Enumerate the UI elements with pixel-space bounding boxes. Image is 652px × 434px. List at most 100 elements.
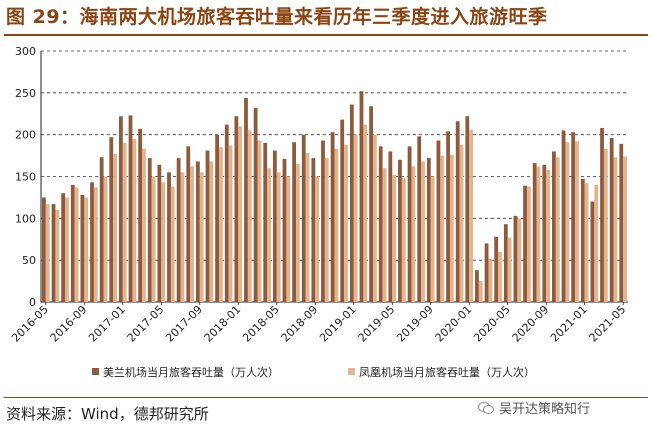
- bar-meilan: [90, 182, 94, 302]
- bar-meilan: [407, 146, 412, 302]
- bar-fenghuang: [488, 258, 493, 302]
- y-tick-label: 100: [15, 212, 36, 225]
- bar-fenghuang: [421, 161, 425, 302]
- bar-fenghuang: [594, 184, 599, 302]
- bar-fenghuang: [190, 166, 194, 302]
- bar-fenghuang: [296, 163, 300, 302]
- bar-fenghuang: [324, 158, 329, 302]
- bar-meilan: [244, 97, 248, 302]
- bar-fenghuang: [305, 153, 310, 302]
- bar-meilan: [494, 236, 499, 302]
- x-tick-label: 2019-01: [317, 303, 359, 345]
- bar-fenghuang: [498, 251, 502, 302]
- bar-fenghuang: [180, 172, 185, 302]
- bar-fenghuang: [161, 182, 166, 302]
- bar-fenghuang: [478, 281, 483, 302]
- y-tick-label: 50: [22, 254, 36, 267]
- bar-meilan: [369, 106, 373, 302]
- bar-meilan: [128, 115, 133, 302]
- watermark-text: 吴开达策略知行: [499, 402, 591, 417]
- bar-fenghuang: [430, 176, 435, 302]
- bar-meilan: [215, 134, 220, 302]
- bar-meilan: [138, 128, 143, 302]
- x-tick-label: 2018-05: [240, 303, 282, 345]
- bar-fenghuang: [142, 148, 146, 302]
- bar-fenghuang: [55, 209, 60, 302]
- x-tick-label: 2021-01: [548, 303, 590, 345]
- x-tick-label: 2020-09: [510, 303, 552, 345]
- bar-fenghuang: [257, 140, 262, 302]
- bar-meilan: [475, 270, 479, 302]
- bar-meilan: [176, 158, 181, 302]
- bar-meilan: [503, 224, 508, 302]
- figure-title: 图 29：海南两大机场旅客吞吐量来看历年三季度进入旅游旺季: [6, 6, 548, 28]
- bar-fenghuang: [565, 142, 570, 302]
- bar-fenghuang: [536, 166, 541, 302]
- bar-fenghuang: [199, 172, 204, 302]
- bar-meilan: [532, 163, 537, 302]
- bar-meilan: [580, 179, 585, 302]
- bar-meilan: [513, 215, 518, 302]
- x-tick-label: 2016-09: [48, 303, 90, 345]
- x-tick-label: 2019-05: [356, 303, 398, 345]
- x-tick-label: 2018-01: [202, 303, 244, 345]
- bar-meilan: [426, 158, 431, 302]
- bar-meilan: [398, 159, 402, 302]
- bar-fenghuang: [276, 172, 281, 302]
- bar-meilan: [590, 201, 595, 302]
- bar-fenghuang: [84, 197, 89, 302]
- bar-fenghuang: [238, 126, 243, 302]
- bar-fenghuang: [334, 148, 339, 302]
- bar-fenghuang: [315, 176, 320, 302]
- bar-meilan: [272, 150, 277, 302]
- bar-fenghuang: [555, 157, 560, 302]
- bar-meilan: [311, 158, 316, 302]
- legend-swatch: [92, 368, 99, 375]
- bar-meilan: [552, 151, 556, 302]
- x-tick-label: 2017-01: [86, 303, 128, 345]
- bar-fenghuang: [132, 138, 137, 302]
- bar-meilan: [359, 91, 364, 302]
- bar-meilan: [600, 127, 604, 302]
- bar-fenghuang: [363, 124, 368, 302]
- bar-meilan: [484, 243, 489, 302]
- bar-meilan: [321, 140, 325, 302]
- source-note: 资料来源：Wind，德邦研究所: [6, 405, 209, 423]
- x-tick-label: 2016-05: [9, 303, 51, 345]
- bar-meilan: [282, 158, 287, 302]
- x-tick-label: 2020-05: [471, 303, 513, 345]
- bar-meilan: [61, 193, 66, 302]
- bar-meilan: [301, 134, 306, 302]
- bar-meilan: [51, 204, 56, 302]
- bar-fenghuang: [151, 176, 156, 302]
- x-tick-label: 2019-09: [394, 303, 436, 345]
- bar-fenghuang: [353, 134, 358, 302]
- bar-fenghuang: [93, 187, 98, 302]
- bar-meilan: [388, 151, 393, 302]
- bar-meilan: [80, 194, 85, 302]
- bar-fenghuang: [623, 156, 627, 302]
- bar-meilan: [157, 164, 162, 302]
- bar-meilan: [609, 138, 614, 302]
- bar-meilan: [70, 184, 75, 302]
- title-divider: [4, 34, 648, 36]
- bar-fenghuang: [228, 145, 233, 302]
- bar-fenghuang: [575, 141, 579, 302]
- bar-fenghuang: [122, 143, 127, 302]
- y-tick-label: 300: [15, 45, 36, 58]
- bar-fenghuang: [267, 168, 271, 302]
- bar-fenghuang: [219, 147, 223, 302]
- bar-meilan: [417, 136, 422, 302]
- bar-meilan: [619, 143, 624, 302]
- bar-fenghuang: [209, 161, 214, 302]
- x-tick-label: 2017-09: [163, 303, 205, 345]
- bar-fenghuang: [517, 218, 522, 302]
- bar-meilan: [436, 140, 441, 302]
- bar-meilan: [330, 132, 335, 302]
- bar-meilan: [340, 119, 345, 302]
- bar-fenghuang: [469, 129, 474, 302]
- bar-chart: 0501001502002503002016-052016-092017-012…: [9, 45, 628, 379]
- bar-meilan: [561, 130, 566, 302]
- y-tick-label: 0: [29, 296, 36, 309]
- bar-meilan: [186, 146, 191, 302]
